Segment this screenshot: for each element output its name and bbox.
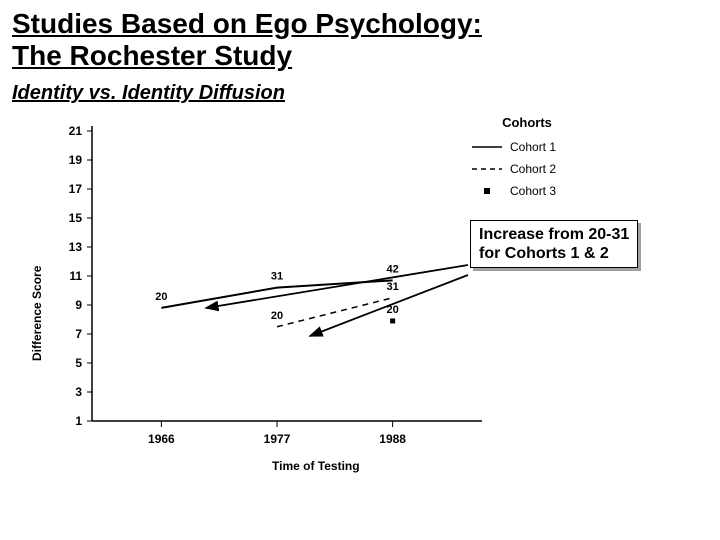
y-tick-label: 7 (75, 327, 82, 341)
y-tick-label: 19 (69, 153, 83, 167)
point-label: 31 (387, 281, 399, 293)
legend-item-label: Cohort 3 (510, 184, 556, 198)
legend-item-label: Cohort 1 (510, 140, 556, 154)
chart-container: 1357911131517192119661977198820314220312… (22, 111, 622, 481)
y-tick-label: 15 (69, 211, 83, 225)
series-marker (390, 319, 395, 324)
series-line (161, 281, 392, 309)
point-label: 31 (271, 271, 283, 283)
y-tick-label: 3 (75, 385, 82, 399)
y-tick-label: 5 (75, 356, 82, 370)
title-line-2: The Rochester Study (12, 40, 292, 71)
point-label: 42 (387, 264, 399, 276)
series-line (277, 298, 393, 327)
annotation-line-2: for Cohorts 1 & 2 (479, 245, 609, 262)
x-tick-label: 1977 (264, 432, 291, 446)
point-label: 20 (271, 310, 283, 322)
legend-title: Cohorts (502, 115, 552, 130)
line-chart: 1357911131517192119661977198820314220312… (22, 111, 622, 481)
annotation-line-1: Increase from 20-31 (479, 226, 629, 243)
slide-title: Studies Based on Ego Psychology: The Roc… (12, 8, 708, 72)
legend-item-label: Cohort 2 (510, 162, 556, 176)
x-tick-label: 1988 (379, 432, 406, 446)
y-tick-label: 11 (69, 269, 82, 283)
x-tick-label: 1966 (148, 432, 175, 446)
y-tick-label: 21 (69, 124, 83, 138)
annotation-arrow (206, 265, 468, 308)
y-tick-label: 13 (69, 240, 83, 254)
y-tick-label: 1 (75, 414, 82, 428)
y-tick-label: 9 (75, 298, 82, 312)
slide-subtitle: Identity vs. Identity Diffusion (12, 82, 708, 105)
x-axis-label: Time of Testing (272, 459, 360, 473)
title-line-1: Studies Based on Ego Psychology: (12, 8, 482, 39)
annotation-callout: Increase from 20-31 for Cohorts 1 & 2 (470, 220, 638, 268)
point-label: 20 (155, 291, 167, 303)
y-axis-label: Difference Score (30, 266, 44, 361)
y-tick-label: 17 (69, 182, 83, 196)
slide: Studies Based on Ego Psychology: The Roc… (0, 0, 720, 540)
